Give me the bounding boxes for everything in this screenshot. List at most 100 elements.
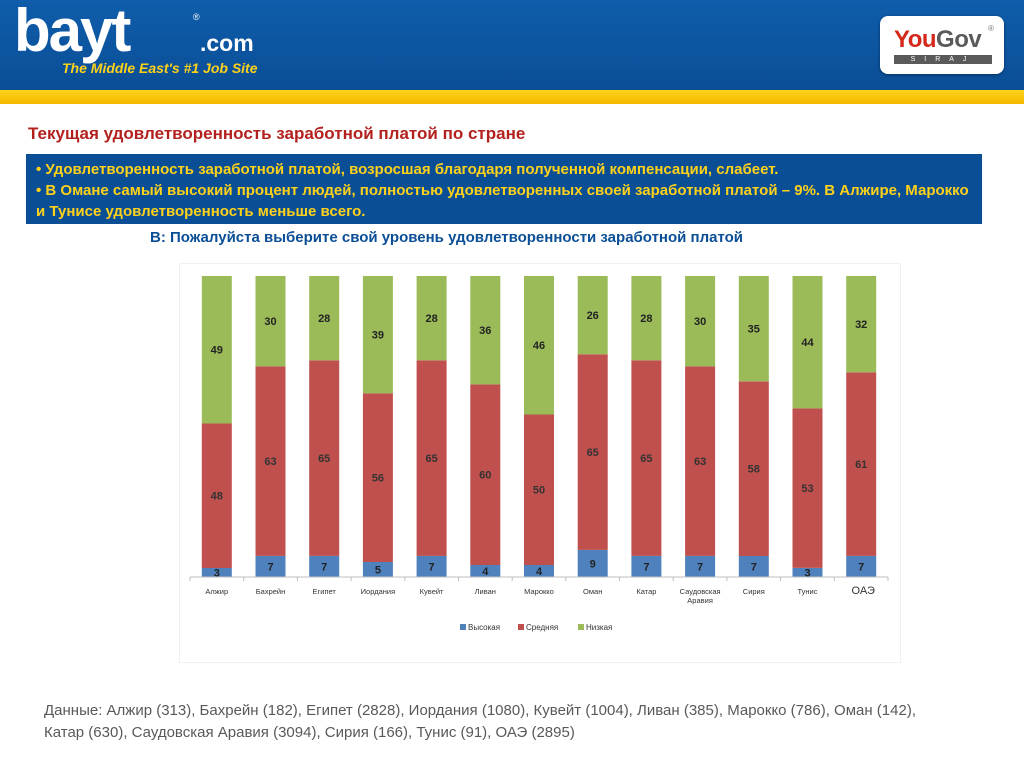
header-stripe [0, 90, 1024, 104]
x-tick-label: ОАЭ [852, 585, 875, 597]
bar-segment [524, 276, 554, 415]
data-label: 53 [801, 483, 813, 495]
data-label: 39 [372, 330, 384, 342]
data-label: 28 [640, 313, 652, 325]
yougov-wordmark: YouGov [894, 26, 982, 54]
bar-segment [362, 393, 393, 562]
x-tick-label: Катар [636, 587, 656, 596]
x-tick-label: Алжир [205, 587, 228, 596]
data-label: 35 [748, 324, 760, 336]
data-label: 56 [372, 473, 384, 485]
bar-segment [309, 360, 340, 556]
data-label: 28 [318, 313, 330, 325]
chart-panel: 3 48 49 Алжир 7 63 30 Бахрейн 7 65 28 Египет 5 56 39 Ио… [180, 264, 900, 662]
data-label: 4 [482, 566, 489, 578]
sample-size-line-2: Катар (630), Саудовская Аравия (3094), С… [44, 724, 575, 741]
bar-segment [255, 366, 286, 556]
x-tick-label: Марокко [524, 587, 554, 596]
stacked-bar-chart: 34849Алжир76330Бахрейн76528Египет55639Ио… [189, 276, 889, 632]
x-tick-label: Аравия [687, 596, 713, 605]
bar-segment [846, 555, 877, 577]
bar-segment [738, 555, 769, 577]
data-label: 65 [640, 453, 652, 465]
yougov-gov: Gov [936, 26, 982, 53]
tagline: The Middle East's #1 Job Site [62, 60, 258, 76]
bar-segment [577, 354, 608, 550]
x-tick-label: Оман [583, 587, 602, 596]
data-label: 49 [211, 345, 223, 357]
bar-segment [362, 561, 393, 577]
data-label: 58 [748, 464, 760, 476]
bar-segment [738, 276, 769, 382]
bar-segment [309, 555, 340, 577]
data-label: 28 [425, 313, 437, 325]
data-label: 44 [801, 337, 814, 349]
bar-segment [416, 276, 447, 361]
sample-size-note: Данные: Алжир (313), Бахрейн (182), Егип… [44, 700, 994, 744]
data-label: 7 [643, 562, 649, 574]
data-label: 48 [211, 491, 223, 503]
bar-segment [685, 276, 716, 367]
data-label: 7 [429, 562, 435, 574]
legend-swatch [578, 624, 584, 630]
x-tick-label: Бахрейн [256, 587, 286, 596]
bar-segment [416, 360, 447, 556]
yougov-registered-mark: ® [988, 24, 994, 33]
bar-segment [470, 565, 501, 577]
bar-segment [524, 565, 554, 577]
bar-segment [201, 276, 232, 424]
data-label: 30 [264, 316, 276, 328]
bar-segment [577, 276, 608, 355]
x-tick-label: Тунис [798, 587, 818, 596]
data-label: 9 [590, 559, 596, 571]
bar-segment [201, 423, 232, 568]
yougov-siraj: SIRAJ [894, 55, 992, 64]
legend-swatch [518, 624, 524, 630]
legend-label: Низкая [586, 623, 612, 632]
bar-segment [685, 366, 716, 556]
legend-label: Средняя [526, 623, 558, 632]
x-tick-label: Иордания [361, 587, 396, 596]
header-banner: bayt ® .com The Middle East's #1 Job Sit… [0, 0, 1024, 90]
data-label: 65 [587, 447, 599, 459]
data-label: 7 [751, 562, 757, 574]
data-label: 32 [855, 319, 867, 331]
bar-segment [631, 360, 662, 556]
data-label: 26 [587, 310, 599, 322]
x-tick-label: Сирия [743, 587, 765, 596]
logo-text: bayt [14, 0, 131, 64]
bar-segment [470, 276, 501, 385]
yougov-you: You [894, 26, 937, 53]
data-label: 61 [855, 459, 867, 471]
summary-box: • Удовлетворенность заработной платой, в… [26, 154, 982, 224]
data-label: 7 [697, 562, 703, 574]
x-tick-label: Ливан [475, 587, 496, 596]
data-label: 3 [214, 568, 220, 580]
data-label: 46 [533, 340, 545, 352]
yougov-logo[interactable]: YouGov ® SIRAJ [880, 16, 1004, 74]
x-tick-label: Египет [313, 587, 337, 596]
data-label: 7 [267, 562, 273, 574]
page-title: Текущая удовлетворенность заработной пла… [28, 124, 526, 143]
bayt-logo[interactable]: bayt [14, 0, 131, 65]
sample-size-line-1: Данные: Алжир (313), Бахрейн (182), Егип… [44, 702, 916, 719]
bar-segment [255, 276, 286, 367]
bar-segment [470, 384, 501, 565]
bar-segment [524, 414, 554, 565]
data-label: 5 [375, 565, 381, 577]
data-label: 63 [694, 456, 706, 468]
data-label: 7 [321, 562, 327, 574]
data-label: 60 [479, 470, 491, 482]
bar-segment [362, 276, 393, 394]
bar-segment [631, 276, 662, 361]
bar-segment [577, 549, 608, 577]
logo-registered-mark: ® [193, 12, 200, 22]
bar-segment [792, 568, 823, 577]
bar-segment [201, 568, 232, 577]
data-label: 65 [318, 453, 330, 465]
summary-bullet-1: • Удовлетворенность заработной платой, в… [36, 161, 779, 178]
data-label: 65 [425, 453, 437, 465]
bar-segment [685, 555, 716, 577]
bar-segment [255, 555, 286, 577]
x-tick-label: Саудовская [680, 587, 721, 596]
